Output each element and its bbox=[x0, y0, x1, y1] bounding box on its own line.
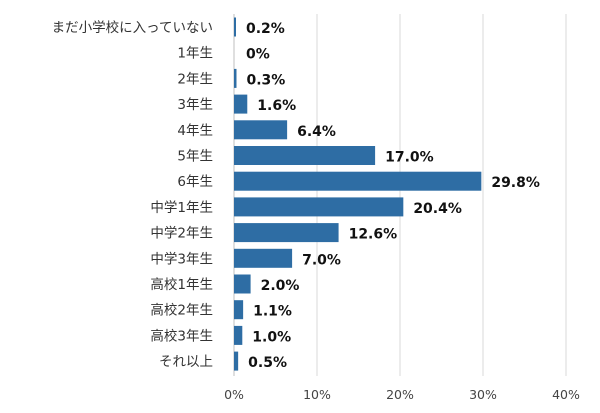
bar bbox=[234, 300, 244, 320]
bar bbox=[234, 68, 237, 88]
bar bbox=[234, 248, 293, 268]
x-tick-label: 20% bbox=[386, 387, 414, 402]
bar bbox=[234, 17, 236, 37]
data-label: 1.1% bbox=[253, 304, 292, 320]
category-label: 中学1年生 bbox=[150, 200, 213, 216]
category-label: 2年生 bbox=[177, 71, 213, 87]
data-label: 7.0% bbox=[302, 252, 341, 268]
bar bbox=[234, 325, 243, 345]
bar bbox=[234, 171, 482, 191]
data-label: 29.8% bbox=[491, 175, 540, 191]
data-label: 12.6% bbox=[349, 227, 398, 243]
data-label: 1.6% bbox=[257, 98, 296, 114]
bar bbox=[234, 197, 404, 217]
bar bbox=[234, 274, 251, 294]
category-label: 6年生 bbox=[177, 174, 213, 190]
category-label: 3年生 bbox=[177, 97, 213, 113]
category-label: まだ小学校に入っていない bbox=[52, 19, 213, 36]
category-label: 高校1年生 bbox=[150, 276, 213, 293]
data-label: 6.4% bbox=[297, 124, 336, 140]
data-label: 1.0% bbox=[252, 329, 291, 345]
data-label: 17.0% bbox=[385, 150, 434, 166]
category-label: それ以上 bbox=[159, 354, 213, 370]
data-label: 2.0% bbox=[261, 278, 300, 294]
category-label: 5年生 bbox=[177, 149, 213, 165]
data-label: 0% bbox=[246, 47, 270, 63]
bar bbox=[234, 94, 248, 114]
bar bbox=[234, 223, 339, 243]
category-label: 高校3年生 bbox=[150, 327, 213, 344]
category-label: 中学2年生 bbox=[150, 226, 213, 242]
x-tick-label: 10% bbox=[303, 387, 331, 402]
data-label: 0.5% bbox=[248, 355, 287, 371]
bar bbox=[234, 351, 239, 371]
data-label: 20.4% bbox=[413, 201, 462, 217]
category-label: 中学3年生 bbox=[150, 251, 213, 267]
x-tick-label: 40% bbox=[552, 387, 580, 402]
category-label: 4年生 bbox=[177, 123, 213, 139]
category-label: 高校2年生 bbox=[150, 302, 213, 319]
data-label: 0.2% bbox=[246, 21, 285, 37]
bar bbox=[234, 120, 288, 140]
x-tick-label: 0% bbox=[224, 387, 244, 402]
x-tick-label: 30% bbox=[469, 387, 497, 402]
bar bbox=[234, 146, 376, 165]
category-label: 1年生 bbox=[177, 46, 213, 62]
data-label: 0.3% bbox=[246, 72, 285, 88]
